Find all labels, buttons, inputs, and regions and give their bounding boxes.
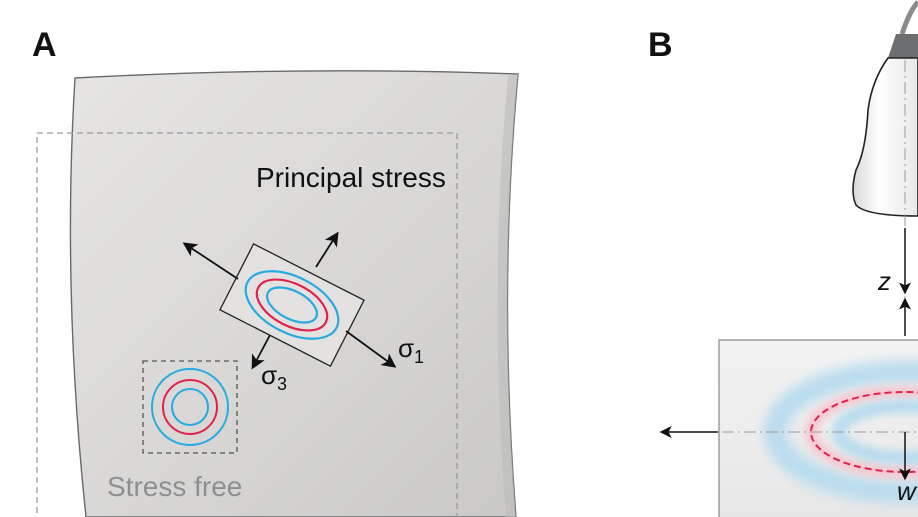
arrow-icon: [251, 334, 271, 370]
probe-cable: [899, 0, 918, 35]
arrow-icon: [315, 231, 339, 268]
undeformed-outline: [36, 132, 458, 517]
principal-stress-label: Principal stress: [256, 162, 446, 193]
z-axis-label: z: [877, 266, 891, 296]
sheet-edge-shade: [497, 74, 518, 517]
probe-cap: [888, 34, 918, 58]
stress-free-box: [142, 360, 238, 454]
sigma1-label: σ1: [398, 333, 424, 367]
arrow-icon: [182, 242, 239, 280]
free-red-ring: [162, 379, 218, 435]
panel-a: A Principal stress σ1 σ3 Stress free: [32, 26, 519, 517]
transducer-icon: [852, 0, 918, 217]
stressed-element: [219, 243, 365, 367]
panel-b: B z w: [648, 0, 918, 517]
arrow-icon: [345, 330, 397, 368]
panel-b-label: B: [648, 26, 673, 64]
stress-free-label: Stress free: [107, 471, 242, 502]
free-outer-blue-ring: [151, 368, 229, 446]
free-inner-blue-ring: [171, 388, 209, 426]
red-ring: [255, 278, 329, 332]
outer-blue-ring: [244, 270, 340, 340]
probe-body: [852, 57, 918, 217]
inner-blue-ring: [266, 286, 318, 324]
panel-a-label: A: [32, 26, 57, 64]
w-axis-label: w: [897, 476, 918, 506]
sigma3-label: σ3: [261, 360, 287, 394]
